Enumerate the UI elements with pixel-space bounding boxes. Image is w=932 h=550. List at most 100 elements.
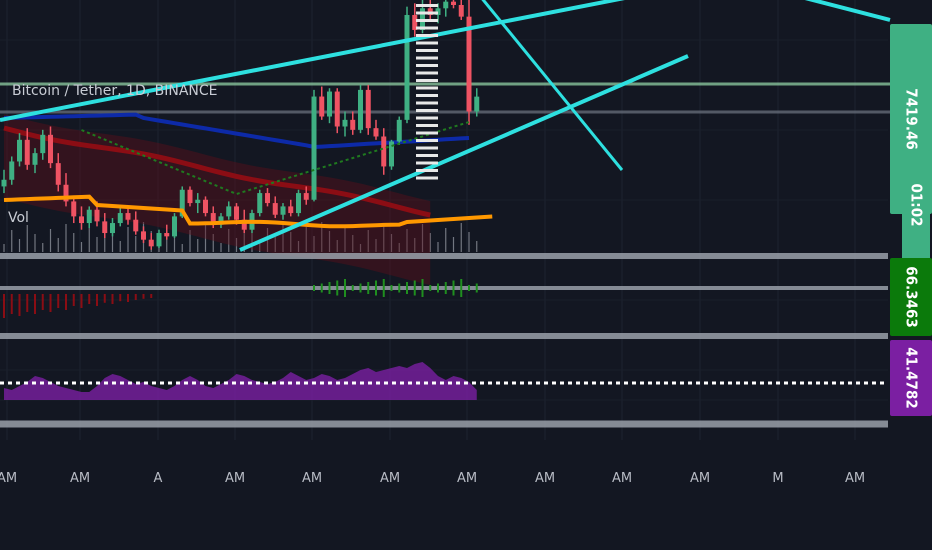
price-badge-box — [890, 340, 932, 416]
candle-body — [195, 199, 201, 204]
candle — [102, 213, 108, 239]
level-tick — [416, 41, 438, 45]
candle — [404, 6, 410, 124]
candle — [32, 148, 38, 174]
candle-body — [458, 4, 464, 17]
trendline-descending — [481, 0, 624, 171]
candle-body — [141, 231, 146, 240]
candle-body — [179, 189, 185, 217]
candle — [133, 211, 139, 235]
candle-body — [412, 14, 418, 30]
candle — [265, 188, 270, 207]
candle — [71, 196, 77, 224]
candle-body — [9, 161, 15, 180]
candle — [63, 173, 69, 207]
time-axis[interactable]: AM AM A AM AM AM AM AM AM AM M AM — [0, 471, 865, 486]
time-tick-label: AM — [380, 471, 400, 486]
candle — [164, 224, 170, 240]
candle-body — [358, 89, 363, 130]
candle-body — [164, 233, 170, 237]
candle-body — [334, 91, 340, 127]
price-axis[interactable]: 7419.46 01:02 66.3463 41.4782 — [890, 24, 932, 416]
candle — [1, 169, 7, 194]
time-tick-label: AM — [457, 471, 477, 486]
candle-body — [125, 213, 131, 220]
trendline-lower — [239, 54, 689, 252]
candle — [148, 233, 154, 250]
candle — [203, 196, 208, 217]
candle-body — [94, 209, 100, 222]
time-tick-label: A — [154, 471, 163, 486]
time-tick-label: M — [772, 471, 783, 486]
candle-body — [396, 119, 402, 142]
candle-body — [451, 1, 456, 5]
candle-body — [79, 216, 84, 224]
candle-body — [117, 213, 123, 224]
candle — [381, 128, 387, 175]
candle — [257, 189, 263, 217]
candle — [48, 126, 53, 169]
price-badge: 41.4782 — [890, 340, 932, 416]
level-tick — [416, 34, 438, 37]
candle-body — [226, 206, 232, 217]
candle-body — [389, 141, 394, 167]
candle — [342, 111, 348, 137]
candle — [474, 88, 480, 117]
candle-body — [288, 206, 294, 214]
price-badge-text: 01:02 — [908, 184, 926, 227]
price-badge-text: 66.3463 — [903, 266, 921, 327]
time-tick-label: AM — [535, 471, 555, 486]
candle-body — [1, 179, 7, 187]
pane-separators — [0, 253, 888, 428]
candle — [280, 203, 286, 220]
candle-body — [466, 16, 472, 112]
price-badge-text: 41.4782 — [903, 347, 921, 408]
candle-body — [210, 213, 216, 225]
symbol-title: Bitcoin / Tether, 1D, BINANCE — [12, 83, 218, 99]
candle-body — [327, 91, 332, 117]
candle — [311, 89, 317, 202]
price-badge: 01:02 — [902, 150, 930, 260]
ma-orange-line — [3, 194, 493, 229]
candle — [296, 189, 301, 217]
price-pane[interactable] — [0, 0, 891, 286]
candle — [365, 84, 371, 135]
candle-body — [241, 219, 247, 230]
candle — [117, 206, 123, 227]
candle — [55, 153, 61, 192]
price-badge-text: 7419.46 — [903, 88, 921, 149]
candle-body — [443, 1, 449, 9]
candle — [389, 139, 394, 170]
candle-body — [311, 96, 317, 200]
candle — [9, 156, 15, 185]
candle — [218, 213, 224, 229]
candle-body — [257, 193, 263, 214]
level-tick — [416, 116, 438, 120]
candle-body — [342, 119, 348, 127]
candle — [187, 186, 193, 207]
candle-body — [156, 233, 162, 247]
ma-cloud — [4, 114, 431, 286]
candle-body — [148, 239, 154, 247]
level-tick — [416, 176, 438, 180]
time-tick-label: AM — [612, 471, 632, 486]
candle-body — [40, 134, 46, 154]
candle — [358, 84, 363, 134]
oscillator-pane — [313, 279, 478, 297]
time-tick-label: AM — [690, 471, 710, 486]
candle-body — [110, 223, 115, 234]
candle — [288, 199, 294, 217]
price-badge-box — [890, 258, 932, 336]
candle — [303, 186, 309, 205]
candle-body — [24, 139, 30, 165]
candle — [373, 119, 379, 140]
price-badge-box — [902, 150, 930, 260]
candle-body — [17, 139, 22, 162]
candle — [412, 3, 418, 37]
candle-body — [350, 119, 356, 130]
candle — [226, 201, 232, 220]
price-badge: 66.3463 — [890, 258, 932, 336]
time-tick-label: AM — [302, 471, 322, 486]
